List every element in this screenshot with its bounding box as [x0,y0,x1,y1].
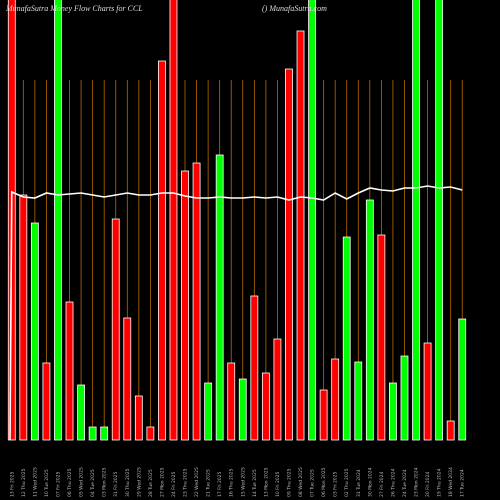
bar [100,426,109,441]
bar [261,372,270,441]
bar [204,382,213,441]
bar [65,301,74,441]
x-tick-label: 21 Tue 2025 [206,469,212,497]
bar [42,362,51,441]
bar [273,338,282,441]
bar [181,170,189,441]
x-tick-label: 14 Tue 2025 [252,469,258,497]
x-tick-label: 08 Wed 2025 [298,467,304,497]
chart-subtitle: () MunafaSutra.com [262,4,327,13]
bar [400,355,409,441]
x-tick-label: 13 Fri 2025 [9,471,15,497]
bar [30,222,39,441]
x-tick-label: 31 Tue 2024 [356,469,362,497]
x-tick-label: 24 Fri 2025 [171,471,177,497]
x-tick-label: 03 Mon 2025 [102,467,108,497]
x-tick-label: 24 Tue 2024 [402,469,408,497]
bar [19,194,28,441]
x-tick-label: 04 Tue 2025 [90,469,96,497]
bar [146,426,155,441]
x-tick-label: 19 Thu 2024 [437,468,443,497]
x-tick-label: 27 Fri 2024 [379,471,385,497]
bar [227,362,236,441]
bar [423,342,432,441]
x-tick-label: 10 Fri 2025 [275,471,281,497]
bar [365,199,374,441]
bar [77,384,85,441]
x-tick-label: 07 Tue 2025 [310,469,316,497]
x-tick-label: 07 Fri 2025 [55,471,61,497]
bar [446,420,455,441]
x-tick-label: 23 Mon 2024 [414,467,420,497]
bar [285,68,293,441]
x-tick-label: 28 Tue 2025 [148,469,154,497]
x-tick-label: 29 Wed 2025 [136,467,142,497]
bar [389,382,397,441]
x-tick-label: 10 Tue 2025 [44,469,50,497]
plot: 13 Fri 2025 12 Thu 2025 11 Wed 2025 10 Tue … [7,0,467,497]
bar [54,0,62,441]
bar [458,318,467,441]
x-tick-label: 03 Fri 2025 [333,471,339,497]
bar [296,30,305,441]
bar [238,378,247,441]
x-tick-label: 20 Fri 2024 [425,471,431,497]
x-tick-label: 16 Thu 2025 [229,468,235,497]
x-tick-label: 23 Thu 2025 [183,468,189,497]
x-tick-label: 30 Thu 2025 [125,468,131,497]
bar [412,0,420,441]
x-tick-label: 31 Fri 2025 [113,471,119,497]
bar [88,426,97,441]
bar [377,234,386,441]
x-tick-label: 17 Tue 2024 [460,469,466,497]
x-tick-label: 17 Fri 2025 [217,471,223,497]
bar [215,154,224,441]
x-tick-label: 02 Thu 2025 [344,468,350,497]
bar [319,389,328,441]
bar [158,60,166,441]
bar [111,218,120,441]
bar [331,358,340,441]
x-tick-label: 15 Wed 2025 [240,467,246,497]
x-tick-label: 26 Thu 2024 [390,468,396,497]
x-tick-label: 06 Thu 2025 [67,468,73,497]
x-tick-label: 13 Mon 2025 [263,467,269,497]
x-tick-label: 30 Mon 2024 [367,467,373,497]
flow-line [9,185,463,441]
chart-title: MunafaSutra Money Flow Charts for CCL [5,4,143,13]
bar [308,0,316,441]
x-tick-label: 22 Wed 2025 [194,467,200,497]
x-tick-label: 27 Mon 2025 [159,467,165,497]
bar [354,361,363,441]
bar [435,0,444,441]
bar [123,317,132,441]
bar [342,236,351,441]
x-tick-label: 11 Wed 2025 [32,467,38,497]
x-tick-label: 06 Mon 2025 [321,467,327,497]
x-tick-label: 09 Thu 2025 [286,468,292,497]
bar [192,162,201,441]
x-tick-label: 12 Thu 2025 [21,468,27,497]
bar [250,295,259,441]
bar [169,0,178,441]
bar [134,395,143,441]
x-tick-label: 18 Wed 2024 [448,467,454,497]
x-tick-label: 05 Wed 2025 [79,467,85,497]
